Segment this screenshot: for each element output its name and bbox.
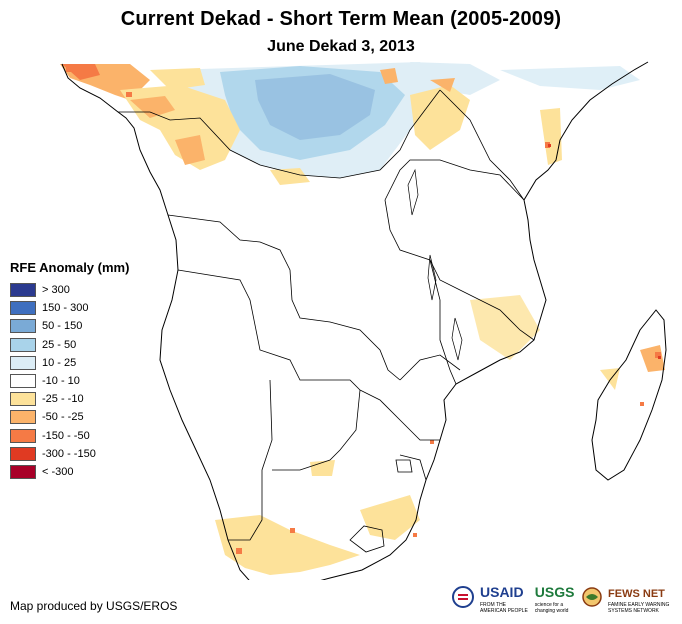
legend-swatch — [10, 464, 36, 479]
legend-swatch — [10, 410, 36, 425]
legend-swatch — [10, 319, 36, 334]
legend-swatch — [10, 428, 36, 443]
intense-dry-pixels — [66, 66, 661, 554]
wet-anomaly-areas — [170, 62, 640, 178]
lakes — [407, 168, 463, 361]
usgs-logo-text: USGS — [534, 584, 575, 600]
usaid-tagline: FROM THE AMERICAN PEOPLE — [480, 602, 528, 614]
map-title: Current Dekad - Short Term Mean (2005-20… — [120, 8, 562, 30]
usaid-logo: USAID FROM THE AMERICAN PEOPLE — [480, 584, 529, 614]
fewsnet-globe-icon — [582, 586, 602, 612]
legend-item: -150 - -50 — [10, 427, 129, 445]
usgs-logo: USGS science for a changing world — [535, 584, 576, 614]
legend-swatch — [10, 355, 36, 370]
legend-item: -300 - -150 — [10, 445, 129, 463]
legend-swatch — [10, 283, 36, 298]
legend-item: -10 - 10 — [10, 372, 129, 390]
legend-item: 50 - 150 — [10, 317, 129, 335]
usaid-seal-icon — [452, 585, 474, 613]
severe-dry-pixels — [548, 144, 661, 359]
legend-swatch — [10, 446, 36, 461]
legend-item: 150 - 300 — [10, 299, 129, 317]
credit-text: Map produced by USGS/EROS — [10, 599, 178, 613]
legend-label: -10 - 10 — [42, 375, 80, 388]
fewsnet-logo-text: FEWS NET — [608, 588, 665, 600]
country-borders — [118, 89, 535, 553]
logo-strip: USAID FROM THE AMERICAN PEOPLE USGS scie… — [452, 584, 682, 614]
usaid-logo-text: USAID — [480, 584, 524, 600]
legend-label: 10 - 25 — [42, 356, 77, 369]
legend-title: RFE Anomaly (mm) — [10, 260, 130, 275]
fewsnet-tagline: FAMINE EARLY WARNING SYSTEMS NETWORK — [608, 602, 670, 614]
legend-label: -25 - -10 — [42, 393, 84, 406]
map-subtitle: June Dekad 3, 2013 — [267, 38, 415, 55]
legend-item: < -300 — [10, 463, 129, 481]
legend-item: -50 - -25 — [10, 408, 129, 426]
legend-swatch — [10, 392, 36, 407]
legend-label: 150 - 300 — [42, 302, 89, 315]
legend-label: -50 - -25 — [42, 411, 84, 424]
coastline — [61, 61, 667, 580]
legend-label: -150 - -50 — [42, 429, 90, 442]
legend-swatch — [10, 301, 36, 316]
legend-label: -300 - -150 — [42, 447, 96, 460]
legend-label: > 300 — [42, 284, 70, 297]
legend-item: > 300 — [10, 281, 129, 299]
legend-swatch — [10, 337, 36, 352]
legend-item: 10 - 25 — [10, 354, 129, 372]
usgs-tagline: science for a changing world — [534, 602, 569, 614]
legend-item: 25 - 50 — [10, 336, 129, 354]
legend-label: 25 - 50 — [42, 338, 77, 351]
legend-item: -25 - -10 — [10, 390, 129, 408]
legend: RFE Anomaly (mm) > 300 150 - 300 50 - 150 2… — [10, 260, 129, 481]
rainfall-anomaly-map — [60, 61, 667, 580]
legend-swatch — [10, 374, 36, 389]
legend-label: 50 - 150 — [42, 320, 83, 333]
dry-anomaly-areas — [60, 64, 665, 575]
legend-label: < -300 — [42, 465, 74, 478]
fewsnet-logo: FEWS NET FAMINE EARLY WARNING SYSTEMS NE… — [608, 584, 682, 614]
